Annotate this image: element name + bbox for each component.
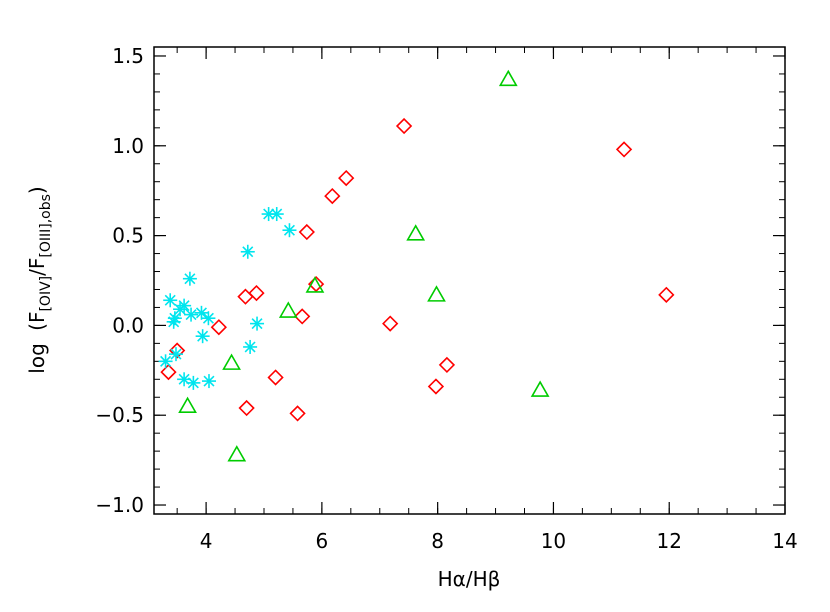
diamond-point [438, 356, 456, 374]
triangle-point [178, 396, 197, 414]
y-tick-label: 0.0 [112, 313, 144, 337]
diamond-point [615, 141, 633, 158]
diamond-point [210, 319, 227, 336]
diamond-point [338, 169, 355, 187]
x-tick-label: 8 [431, 529, 444, 553]
asterisk-point [269, 207, 284, 222]
triangle-point [222, 353, 241, 370]
triangle-point [427, 285, 446, 302]
asterisk-point [163, 293, 178, 308]
asterisk-point [167, 311, 182, 326]
triangle-point [305, 276, 325, 293]
diamond-point [298, 223, 315, 241]
asterisk-point [261, 207, 276, 222]
axis-ticks [154, 47, 786, 514]
plot-frame [153, 46, 786, 515]
asterisk-point [282, 223, 297, 238]
asterisk-point [195, 329, 210, 344]
asterisk-point [201, 311, 216, 326]
y-tick-label: −0.5 [95, 403, 144, 427]
asterisk-point [250, 316, 265, 331]
triangle-point [227, 445, 247, 462]
asterisk-point [182, 271, 197, 286]
y-axis-label: log (F[OIV]/F[OIII],obs) [25, 186, 54, 373]
asterisk-point [186, 375, 201, 390]
y-tick-label: 0.5 [112, 224, 144, 248]
asterisk-point [158, 354, 173, 369]
data-points [158, 69, 675, 462]
triangle-point [278, 301, 298, 318]
diamond-point [289, 405, 306, 422]
diamond-point [169, 342, 186, 359]
diamond-point [382, 315, 399, 332]
diamond-point [294, 308, 311, 325]
diamond-point [427, 378, 445, 395]
diamond-point [160, 363, 177, 381]
diamond-point [248, 284, 265, 302]
y-tick-labels: −1.0 −0.5 0.0 0.5 1.0 1.5 [95, 44, 144, 517]
x-tick-label: 10 [541, 529, 566, 553]
asterisk-point [240, 244, 255, 259]
diamond-point [395, 117, 413, 135]
triangle-point [530, 380, 550, 397]
x-tick-labels: 4 6 8 10 12 14 [200, 529, 798, 553]
y-tick-label: −1.0 [95, 493, 144, 517]
x-axis-label: Hα/Hβ [438, 567, 501, 591]
asterisk-point [168, 347, 183, 362]
x-tick-label: 4 [200, 529, 213, 553]
diamond-point [658, 286, 675, 304]
asterisk-point [243, 339, 258, 354]
triangle-point [498, 69, 518, 87]
x-tick-label: 14 [772, 529, 797, 553]
y-tick-label: 1.0 [112, 134, 144, 158]
asterisk-point [177, 298, 192, 313]
diamond-point [324, 187, 341, 205]
x-tick-label: 12 [656, 529, 681, 553]
diamond-point [238, 399, 255, 417]
asterisk-point [184, 307, 199, 322]
x-tick-label: 6 [316, 529, 329, 553]
diamond-point [267, 369, 284, 386]
asterisk-point [201, 374, 216, 389]
triangle-point [406, 224, 426, 241]
y-tick-label: 1.5 [112, 44, 144, 68]
